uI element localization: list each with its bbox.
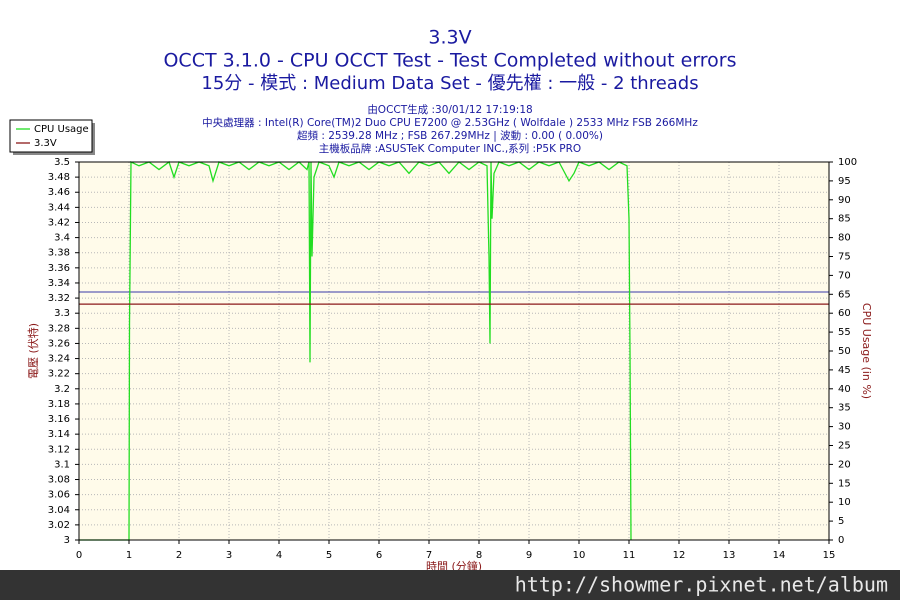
legend-label: CPU Usage	[34, 124, 89, 135]
y2-tick-label: 10	[838, 497, 851, 508]
y2-tick-label: 35	[838, 403, 851, 414]
y-axis-label: 電壓 (伏特)	[26, 323, 40, 379]
x-tick-label: 3	[226, 550, 232, 561]
y2-tick-label: 50	[838, 346, 851, 357]
y2-tick-label: 95	[838, 176, 851, 187]
y2-tick-label: 70	[838, 270, 851, 281]
x-tick-label: 2	[176, 550, 182, 561]
y-tick-label: 3.12	[48, 444, 70, 455]
y-tick-label: 3.38	[48, 248, 70, 259]
legend-label: 3.3V	[34, 138, 57, 149]
y-tick-label: 3.5	[54, 157, 70, 168]
y-tick-label: 3.44	[48, 202, 70, 213]
x-tick-label: 10	[573, 550, 586, 561]
y-tick-label: 3.02	[48, 520, 70, 531]
x-tick-label: 4	[276, 550, 282, 561]
legend	[9, 119, 93, 153]
y2-tick-label: 75	[838, 252, 851, 263]
y2-tick-label: 80	[838, 233, 851, 244]
x-tick-label: 14	[773, 550, 786, 561]
y-tick-label: 3.26	[48, 338, 70, 349]
y2-axis-label: CPU Usage (in %)	[860, 303, 873, 399]
plot-area	[79, 162, 829, 540]
y-tick-label: 3.42	[48, 217, 70, 228]
y2-tick-label: 15	[838, 478, 851, 489]
y-tick-label: 3.24	[48, 354, 70, 365]
info-line: 超頻 : 2539.28 MHz ; FSB 267.29MHz | 波動 : …	[297, 129, 603, 142]
y2-tick-label: 20	[838, 459, 851, 470]
info-line: 由OCCT生成 :30/01/12 17:19:18	[367, 103, 532, 116]
y-tick-label: 3.16	[48, 414, 70, 425]
y2-tick-label: 5	[838, 516, 844, 527]
x-tick-label: 5	[326, 550, 332, 561]
x-tick-label: 6	[376, 550, 382, 561]
y-tick-label: 3.28	[48, 323, 70, 334]
x-tick-label: 0	[76, 550, 82, 561]
y-tick-label: 3	[64, 535, 70, 546]
x-tick-label: 12	[673, 550, 686, 561]
chart-subtitle: OCCT 3.1.0 - CPU OCCT Test - Test Comple…	[163, 50, 736, 72]
y2-tick-label: 100	[838, 157, 857, 168]
series-line	[79, 160, 632, 541]
y-tick-label: 3.2	[54, 384, 70, 395]
x-tick-label: 7	[426, 550, 432, 561]
y-tick-label: 3.36	[48, 263, 70, 274]
info-line: 主機板品牌 :ASUSTeK Computer INC.,系列 :P5K PRO	[319, 142, 581, 155]
x-tick-label: 1	[126, 550, 132, 561]
y2-tick-label: 60	[838, 308, 851, 319]
x-tick-label: 8	[476, 550, 482, 561]
y-tick-label: 3.3	[54, 308, 70, 319]
y2-tick-label: 30	[838, 422, 851, 433]
y2-tick-label: 0	[838, 535, 844, 546]
y-tick-label: 3.34	[48, 278, 70, 289]
y-tick-label: 3.48	[48, 172, 70, 183]
y2-tick-label: 65	[838, 289, 851, 300]
y2-tick-label: 85	[838, 214, 851, 225]
y-tick-label: 3.18	[48, 399, 70, 410]
watermark: http://showmer.pixnet.net/album	[515, 573, 888, 597]
y-tick-label: 3.46	[48, 187, 70, 198]
y-tick-label: 3.14	[48, 429, 70, 440]
watermark-bar	[0, 570, 900, 600]
chart-subtitle: 15分 - 模式 : Medium Data Set - 優先權 : 一般 - …	[201, 73, 698, 94]
y-tick-label: 3.22	[48, 369, 70, 380]
y-tick-label: 3.32	[48, 293, 70, 304]
y2-tick-label: 55	[838, 327, 851, 338]
x-tick-label: 13	[723, 550, 736, 561]
y-tick-label: 3.08	[48, 475, 70, 486]
y2-tick-label: 45	[838, 365, 851, 376]
y-tick-label: 3.06	[48, 490, 70, 501]
x-axis-label: 時間 (分鐘)	[426, 559, 482, 573]
y-tick-label: 3.1	[54, 459, 70, 470]
y-tick-label: 3.04	[48, 505, 70, 516]
y2-tick-label: 25	[838, 441, 851, 452]
chart-title: 3.3V	[428, 27, 471, 49]
y2-tick-label: 40	[838, 384, 851, 395]
x-tick-label: 15	[823, 550, 836, 561]
x-tick-label: 11	[623, 550, 636, 561]
y-tick-label: 3.4	[54, 233, 70, 244]
y2-tick-label: 90	[838, 195, 851, 206]
info-line: 中央處理器 : Intel(R) Core(TM)2 Duo CPU E7200…	[202, 116, 698, 129]
x-tick-label: 9	[526, 550, 532, 561]
